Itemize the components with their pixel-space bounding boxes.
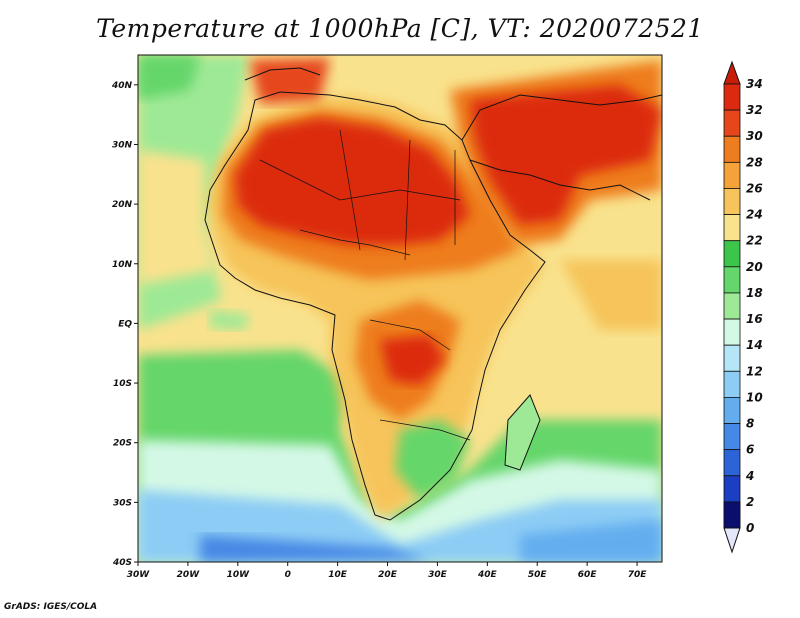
border-sahel	[299, 229, 411, 256]
colorbar-swatch	[723, 475, 741, 503]
indian-ocean-blue	[520, 520, 662, 562]
colorbar-label: 18	[746, 286, 763, 300]
colorbar-swatch	[723, 344, 741, 372]
colorbar-swatch	[723, 83, 741, 111]
x-tick-label: 60E	[578, 570, 598, 580]
border-sahara	[259, 159, 461, 201]
y-tick-label: 30S	[113, 498, 132, 508]
colorbar-swatch	[723, 266, 741, 294]
map-frame	[137, 54, 663, 563]
x-tick-label: 40E	[477, 570, 498, 580]
x-axis-ticks: 30W 20W 10W 0 10E 20E 30E 40E 50E 60E 70E	[127, 562, 647, 580]
zambia-hot-core	[380, 335, 445, 385]
map-title: Temperature at 1000hPa [C], VT: 20200725…	[96, 14, 704, 43]
x-tick-label: 30W	[127, 570, 151, 580]
x-tick-label: 50E	[528, 570, 548, 580]
south-africa-green	[395, 420, 470, 500]
coastlines	[204, 67, 662, 521]
colorbar-swatch	[723, 135, 741, 163]
colorbar-label: 16	[746, 312, 763, 326]
mediterranean-coast	[461, 94, 662, 141]
y-tick-label: 10N	[112, 260, 133, 270]
colorbar-label: 22	[746, 234, 763, 248]
colorbar-label: 6	[746, 443, 754, 457]
colorbar-label: 4	[745, 469, 754, 483]
madagascar-coast	[504, 394, 541, 471]
y-tick-label: 10S	[113, 379, 132, 389]
border-libya-chad	[404, 139, 411, 261]
colorbar-swatch	[723, 318, 741, 346]
colorbar-label: 8	[746, 417, 754, 431]
country-borders	[259, 129, 471, 441]
colorbar-label: 30	[746, 129, 763, 143]
colorbar-under-triangle	[723, 527, 741, 554]
x-tick-label: 10E	[328, 570, 348, 580]
colorbar-swatch	[723, 240, 741, 268]
south-ocean-deep-blue	[200, 535, 430, 562]
gulf-guinea-green	[210, 310, 250, 330]
x-tick-label: 20E	[378, 570, 398, 580]
colorbar-label: 28	[746, 155, 763, 169]
colorbar-label: 14	[746, 338, 763, 352]
colorbar-swatch	[723, 397, 741, 424]
arabia-coast	[469, 159, 651, 201]
border-central	[369, 319, 451, 351]
y-tick-label: 40N	[111, 81, 133, 91]
colorbar-label: 12	[746, 364, 763, 378]
x-tick-label: 30E	[428, 570, 448, 580]
colorbar-swatch	[723, 188, 741, 215]
iberia-coast	[244, 67, 321, 81]
colorbar-swatch	[723, 423, 741, 451]
africa-coastline	[204, 91, 546, 521]
iberia-hot	[250, 58, 330, 104]
atlantic-tropical-shading	[138, 150, 215, 285]
sahara-hot-core	[235, 118, 470, 245]
y-tick-label: 40S	[112, 558, 132, 568]
colorbar-swatch	[723, 501, 741, 529]
colorbar-swatch	[723, 370, 741, 398]
arabian-sea-warm	[560, 260, 662, 330]
colorbar-label: 20	[746, 260, 763, 274]
border-south	[379, 419, 471, 441]
colorbar-swatch	[723, 449, 741, 477]
y-axis-ticks: 40N 30N 20N 10N EQ 10S 20S 30S 40S	[111, 81, 138, 568]
temperature-field	[138, 55, 662, 562]
y-tick-label: 20N	[112, 200, 133, 210]
y-tick-label: 30N	[112, 140, 133, 150]
colorbar-swatch	[723, 109, 741, 137]
colorbar-label: 34	[746, 77, 763, 91]
x-tick-label: 70E	[628, 570, 648, 580]
colorbar-swatch	[723, 292, 741, 320]
colorbar-label: 32	[746, 103, 763, 117]
colorbar-swatch	[723, 161, 741, 189]
colorbar-label: 26	[746, 181, 763, 195]
north-atlantic-green	[138, 55, 200, 100]
border-mali-niger	[339, 129, 361, 251]
x-tick-label: 0	[285, 570, 291, 580]
colorbar-label: 10	[746, 390, 763, 404]
colorbar-label: 24	[746, 208, 763, 222]
colorbar-label: 2	[746, 495, 754, 509]
arabia-hot-core	[470, 85, 662, 225]
colorbar-label: 0	[746, 521, 754, 535]
grads-credit: GrADS: IGES/COLA	[4, 602, 98, 612]
y-tick-label: EQ	[118, 319, 132, 329]
x-tick-label: 10W	[227, 570, 251, 580]
y-tick-label: 20S	[113, 439, 132, 449]
colorbar-over-triangle	[723, 60, 741, 85]
colorbar-swatch	[723, 214, 741, 242]
x-tick-label: 20W	[177, 570, 201, 580]
